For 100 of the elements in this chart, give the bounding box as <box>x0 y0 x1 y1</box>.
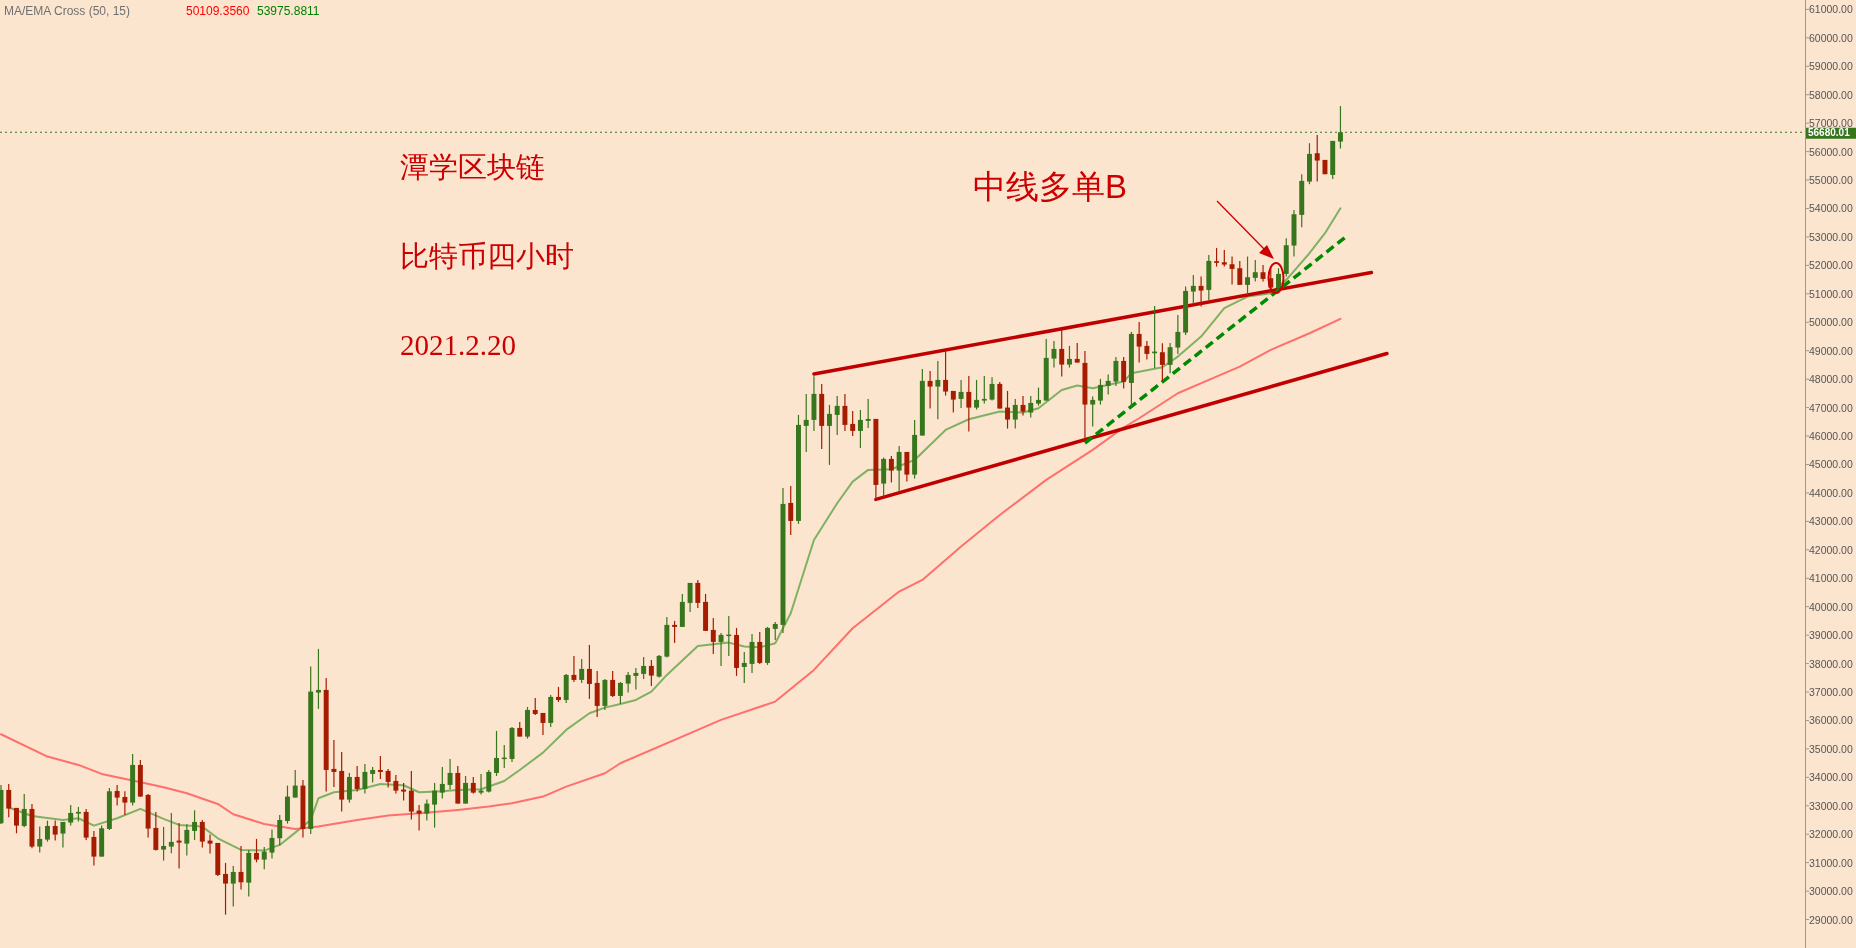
y-tick-label: 43000.00 <box>1809 515 1853 528</box>
candlestick <box>687 582 693 613</box>
candlestick <box>1097 378 1103 406</box>
candlestick <box>362 763 368 795</box>
annotation: 53975.8811 <box>257 4 320 18</box>
candlestick <box>888 455 894 484</box>
candlestick <box>672 620 678 644</box>
candlestick <box>486 769 492 794</box>
candlestick <box>935 360 941 420</box>
candlestick <box>199 819 205 849</box>
y-tick-label: 59000.00 <box>1809 60 1853 73</box>
y-tick-label: 37000.00 <box>1809 686 1853 699</box>
annotation: 中线多单B <box>972 168 1128 205</box>
candlestick <box>788 485 794 536</box>
candlestick <box>850 410 856 437</box>
candlestick <box>943 350 949 397</box>
candlestick <box>184 823 190 857</box>
candlestick <box>1214 247 1220 268</box>
candlestick <box>207 834 213 855</box>
candlestick <box>393 774 399 795</box>
candlestick <box>617 681 623 705</box>
candlestick <box>1167 342 1173 374</box>
y-tick-label: 44000.00 <box>1809 486 1853 499</box>
candlestick <box>803 393 809 453</box>
candlestick <box>1229 255 1235 286</box>
candlestick <box>60 821 66 849</box>
candlestick <box>261 846 267 870</box>
candlestick <box>21 793 27 828</box>
candlestick <box>52 820 58 842</box>
candlestick <box>772 621 778 641</box>
y-tick-label: 55000.00 <box>1809 174 1853 187</box>
candlestick <box>857 409 863 449</box>
y-tick-label: 31000.00 <box>1809 856 1853 869</box>
candlestick <box>292 769 298 799</box>
candlestick <box>656 654 662 679</box>
candlestick <box>1028 395 1034 419</box>
candlestick <box>1159 342 1165 383</box>
y-tick-label: 46000.00 <box>1809 430 1853 443</box>
y-tick-label: 58000.00 <box>1809 88 1853 101</box>
annotation: 潭学区块链 <box>400 151 545 183</box>
candlestick <box>1113 356 1119 387</box>
candlestick <box>1237 260 1243 286</box>
candlestick <box>494 730 499 777</box>
candlestick <box>1260 264 1266 283</box>
candlestick <box>695 579 701 609</box>
candlestick <box>1105 373 1111 396</box>
candlestick <box>571 655 577 683</box>
y-tick-label: 53000.00 <box>1809 230 1853 243</box>
candlestick <box>1005 390 1011 430</box>
candlestick <box>966 375 972 433</box>
candlestick <box>834 395 840 436</box>
candlestick <box>981 375 987 405</box>
candlestick <box>463 775 469 805</box>
y-tick-label: 30000.00 <box>1809 885 1853 898</box>
candlestick <box>354 765 360 793</box>
candlestick <box>1012 398 1018 430</box>
candlestick <box>122 790 128 816</box>
candlestick <box>757 631 763 665</box>
candlestick <box>610 670 616 698</box>
candlestick <box>478 773 484 796</box>
candlestick <box>44 820 50 843</box>
candlestick <box>377 755 383 780</box>
y-tick-label: 57000.00 <box>1809 117 1853 130</box>
y-tick-label: 39000.00 <box>1809 629 1853 642</box>
candlestick <box>277 814 283 847</box>
candlestick <box>114 784 120 807</box>
y-tick-label: 45000.00 <box>1809 458 1853 471</box>
y-tick-label: 47000.00 <box>1809 401 1853 414</box>
candlestick <box>254 838 259 863</box>
candlestick <box>153 811 159 852</box>
y-tick-label: 29000.00 <box>1809 913 1853 926</box>
candlestick <box>385 768 391 789</box>
candlestick <box>176 822 182 870</box>
y-tick-label: 49000.00 <box>1809 344 1853 357</box>
candlestick <box>1090 395 1096 428</box>
candlestick <box>37 826 43 854</box>
y-tick-label: 38000.00 <box>1809 657 1853 670</box>
y-tick-label: 48000.00 <box>1809 373 1853 386</box>
y-tick-label: 36000.00 <box>1809 714 1853 727</box>
candlestick <box>1074 342 1080 364</box>
y-tick-label: 54000.00 <box>1809 202 1853 215</box>
candlestick <box>408 770 414 821</box>
y-tick-label: 33000.00 <box>1809 799 1853 812</box>
candlestick <box>91 830 97 867</box>
candlestick <box>331 739 337 788</box>
candlestick <box>718 632 724 667</box>
candlestick <box>192 809 198 841</box>
y-tick-label: 34000.00 <box>1809 771 1853 784</box>
candlestick <box>346 772 352 804</box>
candlestick <box>68 804 74 827</box>
candlestick <box>927 370 933 410</box>
candlestick <box>1121 356 1127 390</box>
candlestick <box>424 799 430 822</box>
y-tick-label: 42000.00 <box>1809 543 1853 556</box>
y-tick-label: 51000.00 <box>1809 287 1853 300</box>
y-tick-label: 52000.00 <box>1809 259 1853 272</box>
candlestick <box>989 376 995 402</box>
candlestick <box>842 393 848 432</box>
candlestick <box>1314 134 1320 183</box>
candlestick <box>1252 259 1258 283</box>
